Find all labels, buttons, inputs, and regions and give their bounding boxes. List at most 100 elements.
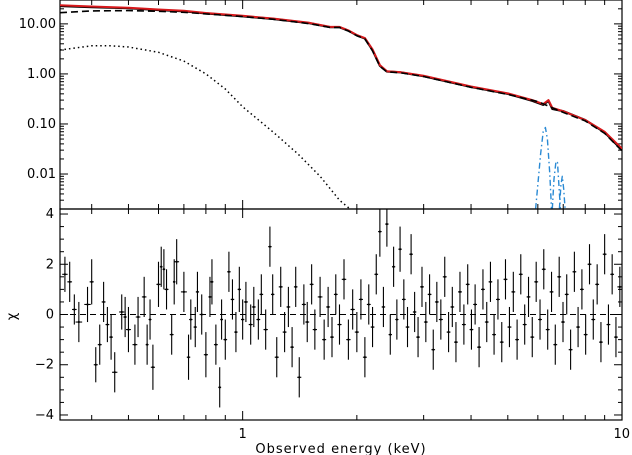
residual-marker: [477, 346, 481, 349]
residual-marker: [148, 318, 152, 321]
residual-marker: [554, 343, 557, 346]
residual-point: [132, 324, 138, 365]
residual-marker: [492, 333, 496, 336]
residual-point: [412, 291, 417, 333]
residual-y-tick-label: −4: [35, 408, 54, 423]
residual-marker: [395, 318, 398, 321]
spectrum-y-tick-label: 10.00: [19, 17, 56, 32]
residual-marker: [592, 318, 595, 321]
residual-point: [465, 264, 470, 305]
residual-point: [374, 254, 379, 295]
residual-marker: [389, 333, 392, 336]
residual-marker: [231, 298, 234, 301]
residual-point: [496, 279, 500, 320]
residual-marker: [187, 356, 190, 359]
residual-marker: [489, 280, 492, 283]
residual-marker: [173, 280, 176, 283]
residual-point: [503, 259, 508, 300]
residual-point: [522, 304, 527, 345]
residual-point: [293, 266, 298, 307]
residual-point: [442, 256, 447, 297]
residual-marker: [413, 310, 416, 314]
residual-marker: [398, 248, 402, 251]
residual-point: [610, 254, 615, 295]
residual-marker: [342, 278, 346, 281]
residual-marker: [102, 300, 105, 304]
residual-point: [481, 269, 485, 310]
residual-marker: [334, 293, 337, 296]
residual-marker: [136, 315, 140, 319]
residual-marker: [347, 338, 350, 341]
residual-marker: [470, 328, 473, 331]
residual-marker: [294, 285, 297, 288]
residual-y-tick-label: 4: [46, 207, 54, 222]
residual-point: [101, 281, 106, 323]
spectrum-panel: 10.00 1.00 0.10 0.01: [19, 0, 623, 210]
residual-marker: [220, 318, 223, 321]
residual-marker: [435, 300, 438, 304]
residual-points: [62, 209, 622, 408]
residual-marker: [367, 303, 370, 306]
residual-point: [326, 286, 331, 328]
residual-point: [461, 304, 466, 345]
residual-point: [227, 251, 231, 292]
residual-y-ticks: 4 2 0 −2 −4: [35, 207, 622, 423]
residual-marker: [189, 318, 192, 321]
residual-point: [427, 274, 432, 315]
residual-point: [553, 324, 558, 365]
residual-marker: [182, 290, 185, 293]
residual-point: [599, 322, 603, 363]
spectrum-series: [60, 4, 622, 209]
residual-marker: [268, 245, 272, 248]
residual-marker: [318, 295, 322, 299]
residual-point: [450, 286, 455, 328]
residual-point: [499, 322, 504, 363]
spectrum-y-tick-label: 1.00: [27, 67, 56, 82]
residual-marker: [558, 275, 561, 278]
residual-point: [230, 279, 235, 320]
residual-point: [193, 306, 197, 348]
residual-marker: [474, 303, 477, 306]
residual-point: [189, 299, 193, 340]
residual-point: [164, 269, 169, 310]
residual-marker: [519, 273, 522, 276]
residual-marker: [402, 298, 405, 301]
residual-marker: [120, 310, 123, 314]
residual-point: [398, 226, 402, 272]
residual-marker: [596, 283, 599, 286]
residual-marker: [565, 293, 568, 296]
residual-marker: [275, 356, 278, 359]
residual-marker: [385, 222, 388, 226]
residual-y-axis-label: χ: [5, 312, 20, 321]
residual-point: [270, 274, 275, 315]
residual-point: [109, 314, 113, 360]
residual-marker: [355, 330, 358, 334]
residual-marker: [458, 290, 462, 293]
residual-point: [518, 254, 523, 295]
residual-point: [75, 301, 83, 343]
spectrum-series-continuum-dashed: [60, 9, 622, 152]
residual-marker: [157, 283, 160, 286]
residual-point: [186, 334, 191, 380]
residual-point: [148, 299, 152, 340]
residual-point: [366, 284, 371, 325]
residual-point: [337, 304, 342, 345]
residual-marker: [466, 283, 469, 286]
residual-marker: [264, 328, 267, 331]
residual-point: [602, 234, 607, 275]
residual-point: [541, 249, 546, 290]
residual-marker: [196, 290, 199, 293]
residual-marker: [298, 376, 301, 379]
residual-marker: [496, 298, 500, 301]
residual-point: [346, 319, 351, 360]
residual-point: [381, 286, 386, 328]
residual-marker: [409, 253, 413, 256]
residual-point: [259, 274, 264, 315]
residual-marker: [290, 346, 294, 349]
residual-point: [350, 289, 355, 330]
residual-marker: [204, 353, 207, 356]
residual-point: [405, 306, 410, 348]
residual-marker: [208, 295, 212, 299]
residual-point: [583, 314, 588, 355]
residual-marker: [143, 295, 146, 299]
